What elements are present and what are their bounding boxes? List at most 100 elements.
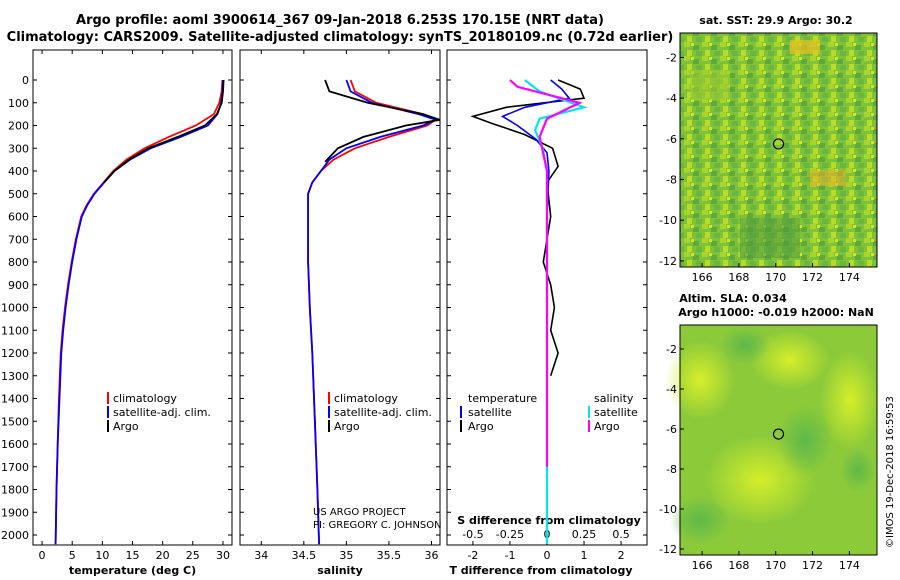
sla-map-axes: 166 168 170 172 174 -2 -4 -6 -8 -10 -12	[659, 343, 860, 572]
temperature-panel: 0100200300400500600700800900100011001200…	[1, 49, 233, 577]
x-tick-label: 0	[39, 549, 46, 562]
legend-salinity-satellite-label: satellite	[594, 406, 638, 419]
x-tick-label: 36	[424, 549, 438, 562]
y-tick-label: 1900	[1, 506, 29, 519]
y-tick-label: 800	[8, 256, 29, 269]
salinity-legend: climatology satellite-adj. clim. Argo	[328, 392, 432, 433]
sla-map-low	[670, 495, 730, 545]
x-tick-label: 166	[692, 271, 713, 284]
plot-frame	[32, 49, 233, 546]
legend-climatology-label: climatology	[113, 392, 177, 405]
sst-map-axes: 166 168 170 172 174 -2 -4 -6 -8 -10 -12	[659, 51, 860, 284]
y-tick-label: -6	[666, 423, 677, 436]
x2-tick-label: 0.25	[572, 528, 597, 541]
legend-temperature-heading: temperature	[468, 392, 537, 405]
difference-panel: -2 -1 0 1 2-0.5 -0.25 0 0.25 0.5S difference fro…	[446, 49, 648, 577]
sst-map: 166 168 170 172 174 -2 -4 -6 -8 -10 -12	[659, 32, 878, 284]
x-tick-label: -1	[504, 549, 515, 562]
legend-argo-label: Argo	[334, 420, 360, 433]
x2-tick-label: -0.5	[462, 528, 483, 541]
y-tick-label: 1300	[1, 370, 29, 383]
x-tick-label: 168	[728, 559, 749, 572]
temperature-legend: climatology satellite-adj. clim. Argo	[107, 392, 211, 433]
y-tick-label: 200	[8, 120, 29, 133]
legend-temperature-satellite-label: satellite	[468, 406, 512, 419]
y-tick-label: 1200	[1, 347, 29, 360]
sla-map-title: Altim. SLA: 0.034	[679, 292, 787, 305]
y-tick-label: 600	[8, 211, 29, 224]
difference-legend-salinity: salinity satellite Argo	[588, 392, 638, 433]
legend-salinity-heading: salinity	[594, 392, 634, 405]
legend-argo-label: Argo	[113, 420, 139, 433]
sst-map-cool-patch	[740, 218, 800, 258]
sst-map-patch	[690, 70, 730, 100]
sla-map: 166 168 170 172 174 -2 -4 -6 -8 -10 -12	[659, 324, 880, 572]
series-line-satellite-adj-clim-	[307, 79, 439, 545]
imos-stamp: ©IMOS 19-Dec-2018 16:59:53	[885, 396, 896, 548]
x-tick-label: 25	[186, 549, 200, 562]
plot-frame	[239, 49, 441, 546]
y-tick-label: 2000	[1, 529, 29, 542]
x-tick-label: 174	[839, 271, 860, 284]
y-tick-label: 400	[8, 165, 29, 178]
x2-axis-label: S difference from climatology	[457, 514, 641, 527]
argo-location-marker	[772, 428, 785, 440]
y-tick-label: 500	[8, 188, 29, 201]
y-tick-label: -12	[659, 255, 677, 268]
x-tick-label: 5	[69, 549, 76, 562]
y-tick-label: 1000	[1, 302, 29, 315]
sst-map-frame	[679, 32, 878, 268]
x-tick-label: -2	[467, 549, 478, 562]
x-tick-label: 170	[765, 271, 786, 284]
legend-satellite-label: satellite-adj. clim.	[113, 406, 211, 419]
series-line-temperature-satellite	[500, 79, 571, 545]
series-line-climatology	[307, 79, 438, 545]
difference-legend-temperature: temperature satellite Argo	[460, 392, 537, 433]
x-axis-label: temperature (deg C)	[69, 564, 196, 577]
x2-tick-label: -0.25	[496, 528, 524, 541]
sst-map-title: sat. SST: 29.9 Argo: 30.2	[699, 14, 852, 27]
y-tick-label: 1500	[1, 415, 29, 428]
x-tick-label: 15	[126, 549, 140, 562]
x-tick-label: 35	[339, 549, 353, 562]
x-tick-label: 34.5	[292, 549, 317, 562]
legend-temperature-argo-label: Argo	[468, 420, 494, 433]
x-tick-label: 172	[802, 271, 823, 284]
salinity-panel: 34 34.5 35 35.5 36 salinity	[239, 49, 441, 577]
y-tick-label: 1400	[1, 393, 29, 406]
sla-map-low	[840, 448, 876, 492]
argo-location-marker	[772, 138, 785, 150]
x-tick-label: 10	[95, 549, 109, 562]
y-tick-label: 700	[8, 233, 29, 246]
series-line-argo	[324, 79, 441, 163]
series-line-argo	[103, 79, 225, 184]
x-tick-label: 168	[728, 271, 749, 284]
y-tick-label: -2	[666, 343, 677, 356]
sla-map-frame	[679, 324, 878, 556]
y-tick-label: 100	[8, 97, 29, 110]
y-tick-label: -2	[666, 51, 677, 64]
y-tick-label: -6	[666, 133, 677, 146]
x-tick-label: 166	[692, 559, 713, 572]
series-line-salinity-argo	[509, 79, 583, 467]
sla-map-high	[820, 350, 880, 450]
sst-map-warm-patch	[790, 40, 820, 54]
sla-map-high	[665, 340, 735, 420]
sst-map-warm-patch	[810, 170, 846, 186]
x-tick-label: 1	[581, 549, 588, 562]
x-tick-label: 35.5	[377, 549, 402, 562]
y-tick-label: -8	[666, 463, 677, 476]
y-tick-label: 0	[22, 74, 29, 87]
y-tick-label: 1100	[1, 324, 29, 337]
title-line1: Argo profile: aoml 3900614_367 09-Jan-20…	[76, 13, 604, 28]
x-axis-label: T difference from climatology	[449, 564, 632, 577]
y-tick-label: -4	[666, 383, 677, 396]
y-tick-label: -10	[659, 214, 677, 227]
sla-map-low	[777, 405, 833, 475]
series-line-temperature-argo	[470, 79, 586, 377]
sla-map-subtitle: Argo h1000: -0.019 h2000: NaN	[678, 306, 874, 319]
legend-satellite-label: satellite-adj. clim.	[334, 406, 432, 419]
x2-tick-label: 0.5	[612, 528, 630, 541]
x-axis-label: salinity	[317, 564, 363, 577]
